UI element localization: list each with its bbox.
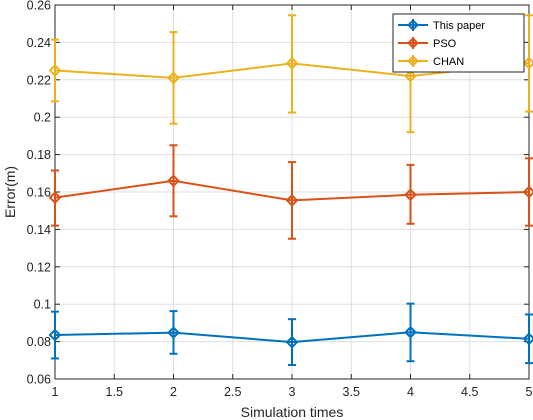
data-point	[167, 71, 180, 85]
x-tick-label: 3	[289, 385, 296, 399]
data-point	[48, 328, 62, 342]
y-tick-label: 0.1	[34, 298, 51, 312]
data-point	[167, 326, 180, 340]
legend-item-pso: PSO	[398, 37, 457, 50]
x-tick-label: 5	[526, 385, 533, 399]
legend-swatch-marker	[407, 37, 419, 49]
x-tick-label: 4.5	[461, 385, 478, 399]
legend-item-this-paper: This paper	[398, 19, 485, 32]
y-tick-label: 0.26	[27, 0, 51, 13]
data-point	[48, 191, 62, 205]
y-tick-label: 0.14	[27, 223, 51, 237]
series-this-paper	[48, 302, 533, 366]
data-point	[522, 56, 533, 70]
legend-label: This paper	[433, 20, 485, 32]
legend-swatch-marker	[407, 19, 419, 31]
x-tick-label: 2	[170, 385, 177, 399]
y-tick-label: 0.12	[27, 260, 51, 274]
data-point	[48, 64, 62, 77]
data-point	[522, 332, 533, 346]
legend-label: CHAN	[433, 56, 464, 68]
y-tick-label: 0.24	[27, 36, 51, 50]
y-tick-label: 0.2	[34, 111, 51, 125]
data-point	[522, 185, 533, 199]
axis-ticks: 1 1.5 2 2.5 3 3.5 4 4.5 5 0.06 0.08 0.1 0.12 0.14 0.16…	[27, 0, 533, 399]
series-line	[54, 179, 530, 202]
y-tick-label: 0.08	[27, 335, 51, 349]
data-point	[285, 194, 299, 207]
data-point	[404, 325, 417, 339]
x-tick-label: 4	[407, 385, 414, 399]
legend-label: PSO	[433, 38, 457, 50]
series-pso	[48, 144, 533, 240]
y-tick-label: 0.18	[27, 148, 51, 162]
y-tick-label: 0.06	[27, 373, 51, 387]
x-tick-label: 1	[52, 385, 59, 399]
series-line	[54, 331, 530, 344]
legend-item-chan: CHAN	[398, 55, 464, 68]
data-point	[404, 69, 417, 83]
y-tick-label: 0.16	[27, 186, 51, 200]
legend: This paper PSO CHAN	[392, 13, 525, 73]
y-tick-label: 0.22	[27, 73, 51, 87]
x-tick-label: 3.5	[343, 385, 360, 399]
data-point	[285, 56, 299, 70]
x-tick-label: 1.5	[106, 385, 123, 399]
data-point	[404, 188, 417, 202]
data-point	[285, 335, 299, 349]
x-axis-title: Simulation times	[241, 404, 344, 420]
legend-swatch-marker	[407, 55, 419, 67]
y-axis-title: Error(m)	[2, 166, 18, 218]
x-tick-label: 2.5	[224, 385, 241, 399]
data-point	[167, 174, 180, 188]
